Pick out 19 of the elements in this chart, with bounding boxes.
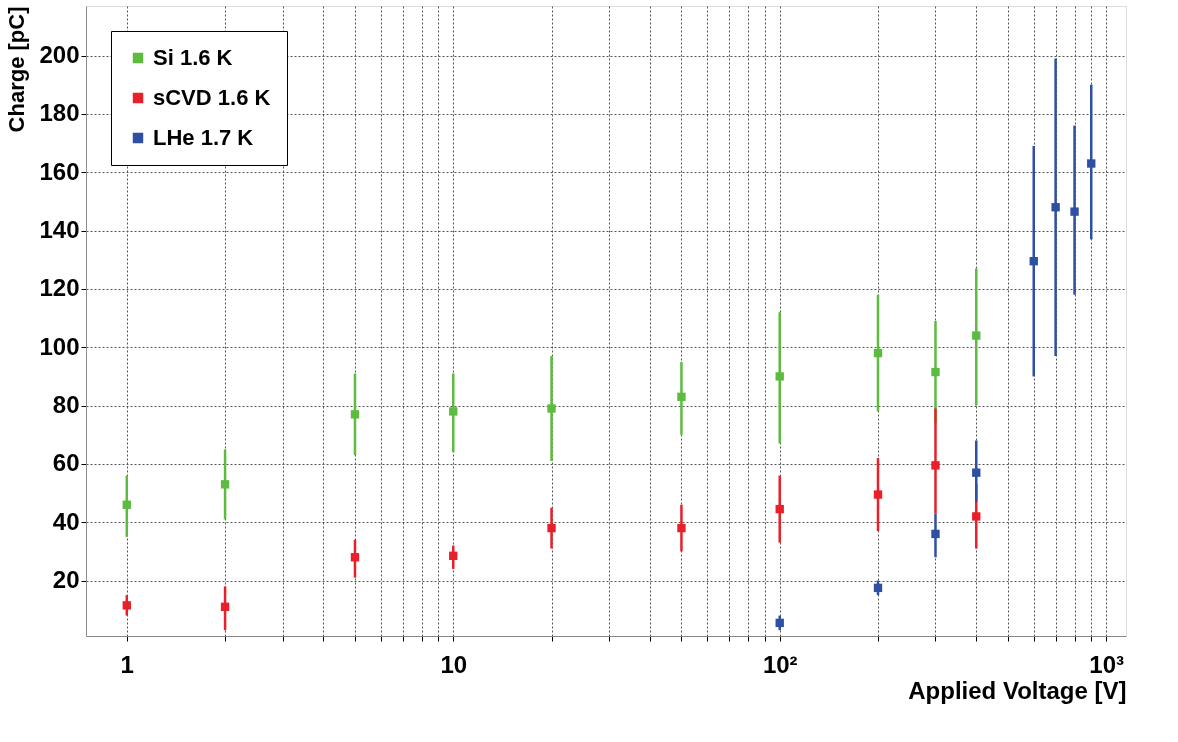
y-tick-label: 180 xyxy=(39,99,80,127)
y-tick-label: 100 xyxy=(39,332,80,360)
y-tick-label: 200 xyxy=(39,41,80,69)
y-tick-label: 140 xyxy=(39,216,80,244)
legend-label: LHe 1.7 K xyxy=(153,125,254,150)
y-axis-title: Charge [pC] xyxy=(4,6,30,133)
x-tick-label: 10³ xyxy=(1089,650,1125,678)
legend-label: sCVD 1.6 K xyxy=(153,85,271,110)
y-tick-label: 160 xyxy=(39,157,80,185)
y-tick-label: 20 xyxy=(52,566,80,594)
x-tick-label: 10² xyxy=(762,650,798,678)
x-axis-title: Applied Voltage [V] xyxy=(908,676,1127,704)
y-tick-label: 80 xyxy=(52,391,80,419)
y-tick-label: 120 xyxy=(39,274,80,302)
x-tick-label: 1 xyxy=(120,650,134,678)
y-tick-label: 60 xyxy=(52,449,80,477)
x-tick-label: 10 xyxy=(440,650,468,678)
y-tick-label: 40 xyxy=(52,507,80,535)
legend-label: Si 1.6 K xyxy=(153,45,233,70)
